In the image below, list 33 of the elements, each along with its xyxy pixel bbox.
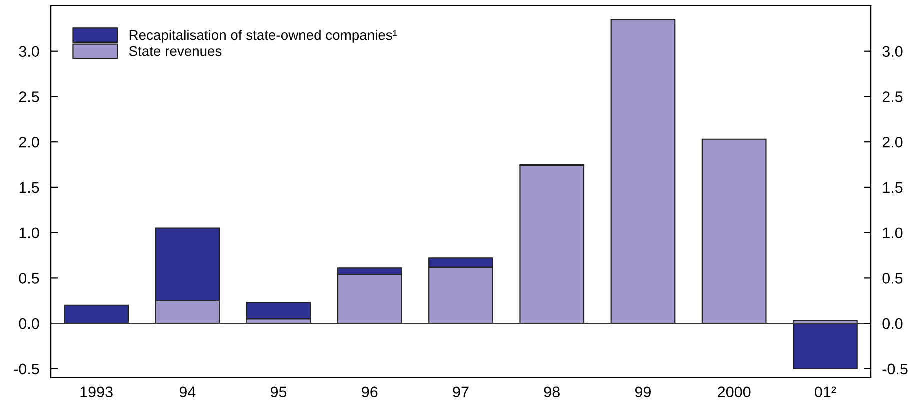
y-tick-label: 2.5 [19,92,40,102]
legend-label: State revenues [129,46,222,56]
bar [246,302,312,320]
y-tick-label: 2.0 [19,136,40,148]
y2-tick-label: 2.5 [882,92,903,102]
y2-tick-label: -0.5 [882,364,908,375]
bar [64,304,129,324]
x-tick-label: 2000 [718,386,751,398]
bar [793,323,858,370]
x-tick-label: 01² [815,386,836,398]
x-tick-label: 95 [271,386,287,398]
x-tick-label: 96 [362,386,378,398]
x-tick-label: 98 [544,386,560,398]
bar [520,165,585,324]
y-tick-label: 0.5 [19,273,40,284]
y2-tick-label: 0.0 [882,318,903,330]
x-tick-label: 97 [453,386,469,398]
x-tick-label: 94 [180,386,196,398]
legend-label: Recapitalisation of state-owned companies¹ [130,30,398,43]
bar [702,138,767,324]
y2-tick-label: 1.5 [883,182,903,194]
y2-tick-label: 0.5 [882,273,903,284]
y-tick-label: 1.5 [20,182,40,194]
y-tick-label: 3.0 [19,46,40,58]
y-tick-label: 1.0 [20,228,40,239]
x-tick-label: 1993 [80,386,113,398]
y-tick-label: 0.0 [19,318,40,330]
y2-tick-label: 1.0 [883,228,903,239]
y2-tick-label: 2.0 [882,136,903,148]
x-tick-label: 99 [635,386,651,398]
y2-tick-label: 3.0 [882,46,903,58]
bar [610,19,676,324]
y-tick-label: -0.5 [14,364,40,375]
